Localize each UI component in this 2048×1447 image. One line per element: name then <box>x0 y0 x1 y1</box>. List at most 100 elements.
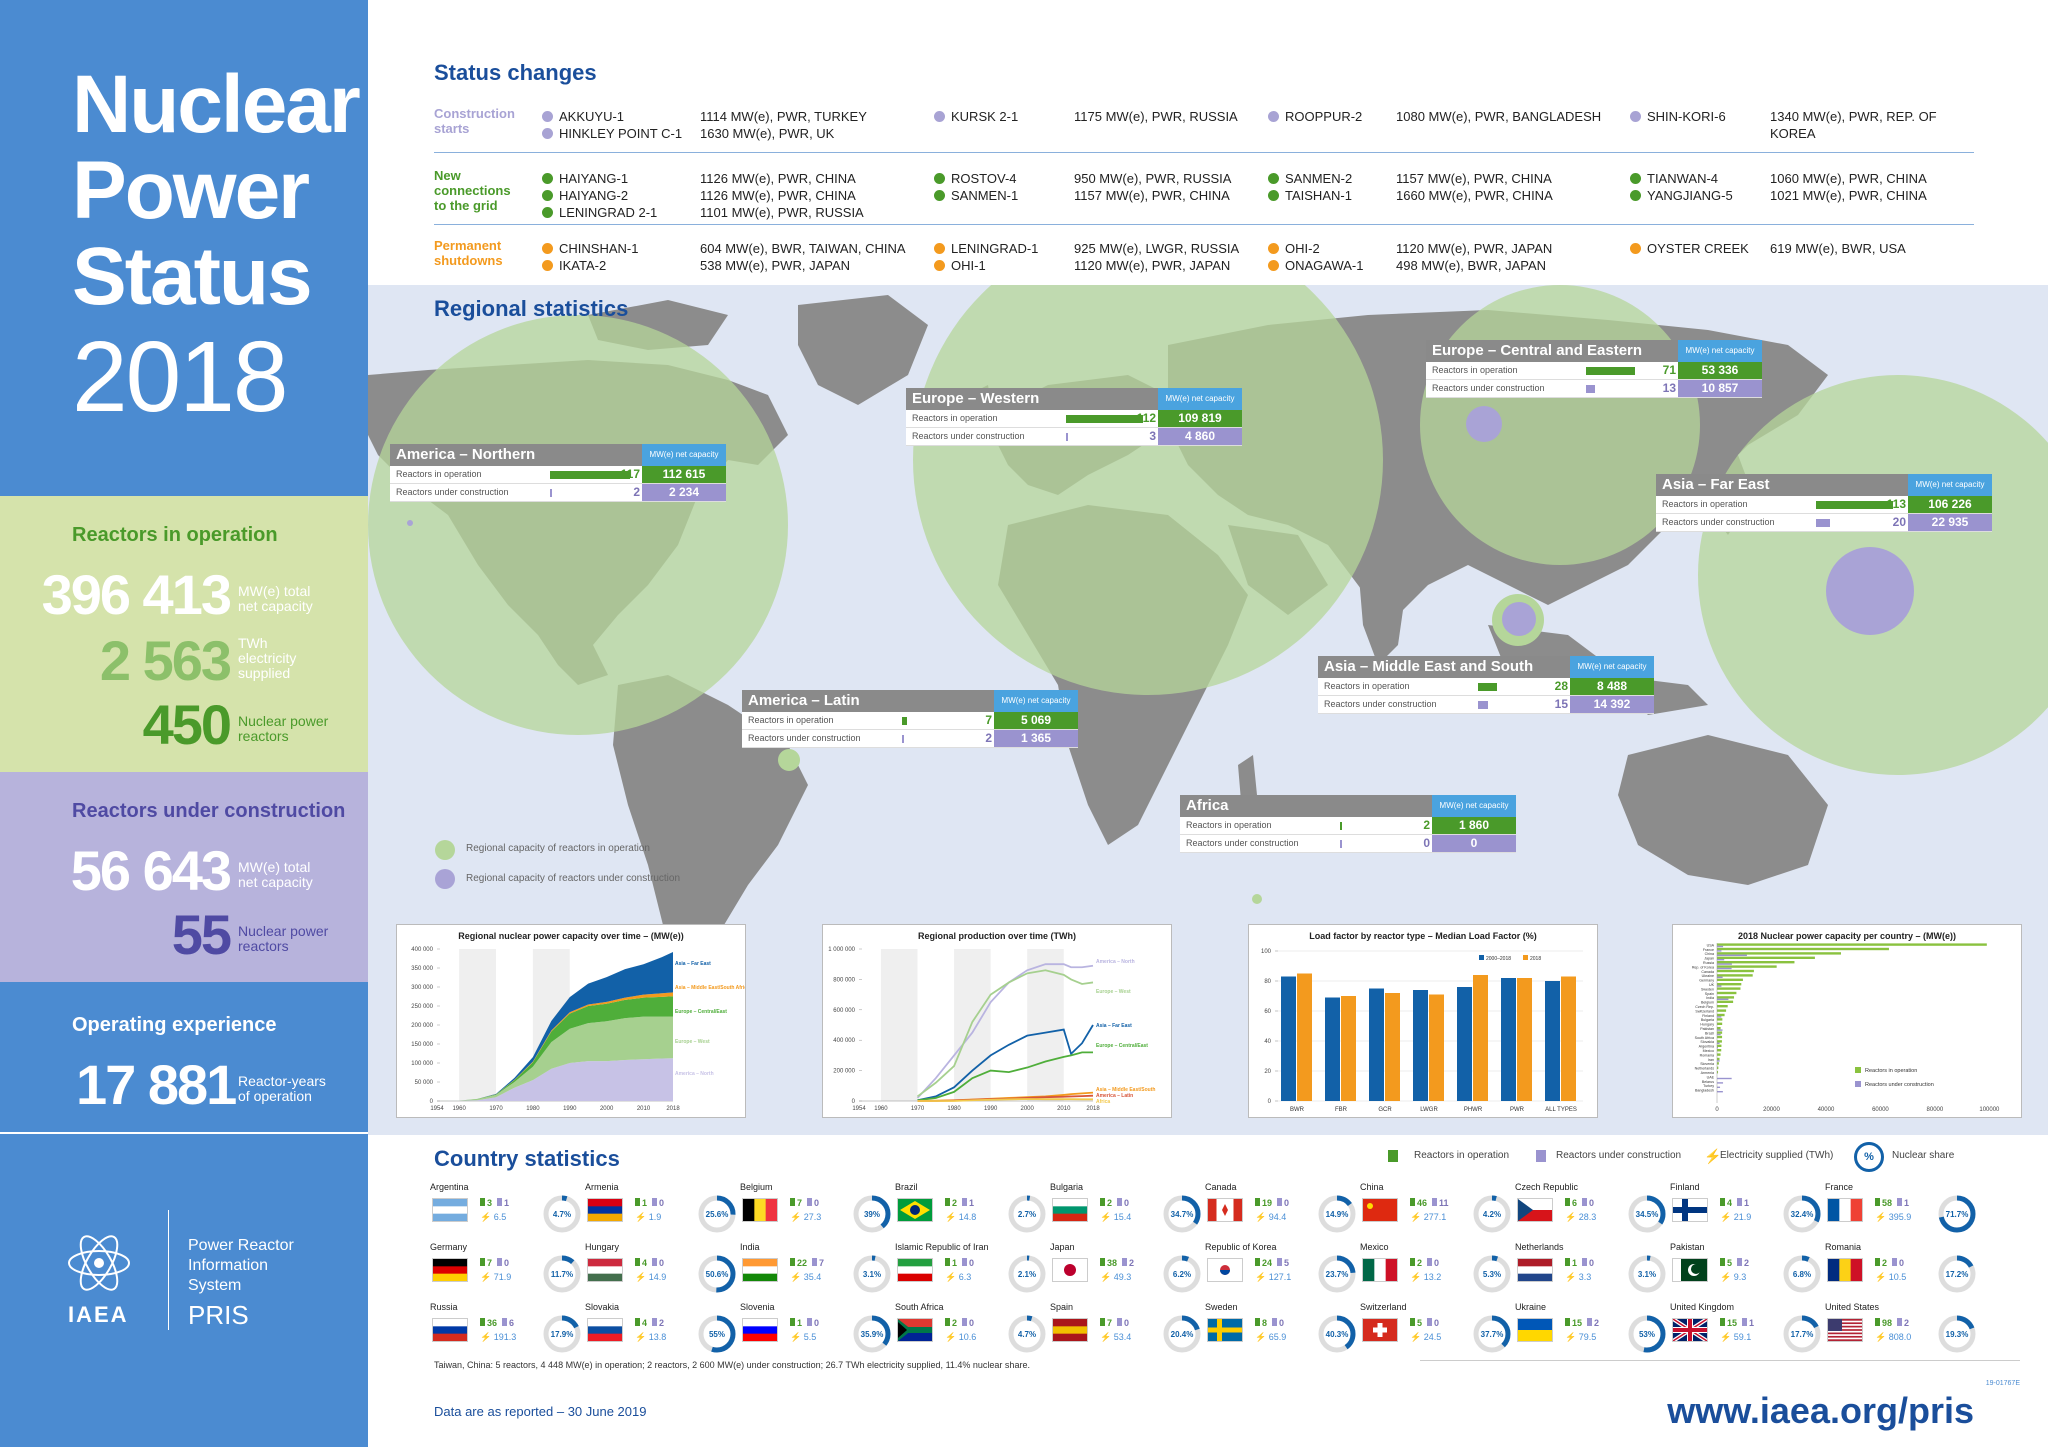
status-item-name: ROSTOV-4 <box>934 170 1017 187</box>
status-item-detail: 1157 MW(e), PWR, CHINA <box>1396 171 1552 186</box>
status-item-name: OHI-1 <box>934 257 986 274</box>
reactors-op: 1 <box>1572 1258 1578 1268</box>
reactor-con-icon <box>1737 1198 1743 1206</box>
region-capacity-op: 109 819 <box>1158 410 1242 427</box>
nuclear-share: 14.9% <box>1326 1210 1349 1219</box>
bar <box>1281 976 1296 1101</box>
region-bar-con <box>902 735 904 743</box>
series-label: America – North <box>1096 959 1135 965</box>
electricity: ⚡ 21.9 <box>1720 1212 1752 1222</box>
reactor-op-icon <box>480 1258 485 1266</box>
bar-con <box>1717 976 1723 978</box>
reactor-op-icon <box>945 1198 950 1206</box>
y-tick-label: 100 <box>1261 949 1272 955</box>
region-row-con: Reactors under construction 0 0 <box>1180 835 1516 853</box>
reactor-con-icon <box>1277 1198 1283 1206</box>
left-column: Nuclear Power Status 2018 Reactors in op… <box>0 0 368 1447</box>
flag-icon <box>1517 1198 1553 1222</box>
lightning-icon: ⚡ <box>635 1332 649 1342</box>
lightning-icon: ⚡ <box>1720 1272 1734 1282</box>
region-capacity-op: 106 226 <box>1908 496 1992 513</box>
bar-op <box>1717 974 1753 977</box>
nuclear-share: 40.3% <box>1326 1330 1349 1339</box>
nuclear-share: 6.2% <box>1173 1270 1191 1279</box>
nuclear-share: 2.7% <box>1018 1210 1036 1219</box>
status-item-detail: 604 MW(e), BWR, TAIWAN, CHINA <box>700 241 906 256</box>
electricity: ⚡ 24.5 <box>1410 1332 1442 1342</box>
region-capacity-con: 14 392 <box>1570 696 1654 713</box>
footer-url[interactable]: www.iaea.org/pris <box>1667 1390 1974 1431</box>
reactor-counts: 98 2 <box>1875 1318 1909 1328</box>
bar-op <box>1717 965 1777 968</box>
capacity-header: MW(e) net capacity <box>1158 388 1242 410</box>
region-bar-op <box>1816 501 1893 509</box>
country-name: South Africa <box>895 1302 944 1312</box>
nuclear-share: 50.6% <box>706 1270 729 1279</box>
legend-label: Reactors in operation <box>1865 1068 1917 1074</box>
bar-con <box>1717 950 1722 952</box>
logo-divider <box>168 1210 169 1330</box>
reactor-con-icon <box>1737 1258 1743 1266</box>
chart3-title: Load factor by reactor type – Median Loa… <box>1309 931 1537 941</box>
bar <box>1385 993 1400 1101</box>
reactors-con: 0 <box>969 1318 975 1328</box>
flag-icon <box>1827 1318 1863 1342</box>
reactors-op: 8 <box>1262 1318 1268 1328</box>
country-label: Belarus <box>1702 1080 1714 1084</box>
x-tick-label: 1960 <box>452 1106 466 1112</box>
legend-con-swatch <box>435 869 455 889</box>
flag-icon <box>432 1258 468 1282</box>
iaea-logo-text: IAEA <box>68 1302 129 1327</box>
reactor-op-icon <box>1720 1258 1725 1266</box>
x-tick-label: 1980 <box>947 1106 961 1112</box>
region-bar-con <box>1066 433 1068 441</box>
region-row-con: Reactors under construction 13 10 857 <box>1426 380 1762 398</box>
reactors-con: 2 <box>1594 1318 1600 1328</box>
status-item-name: CHINSHAN-1 <box>542 240 638 257</box>
nuclear-share-ring: 4.7% <box>1008 1315 1046 1353</box>
flag-icon <box>1827 1198 1863 1222</box>
nuclear-share: 20.4% <box>1171 1330 1194 1339</box>
chart2-title: Regional production over time (TWh) <box>918 931 1076 941</box>
status-item-detail: 1080 MW(e), PWR, BANGLADESH <box>1396 109 1602 124</box>
bar-op <box>1717 961 1795 964</box>
reactors-con: 0 <box>814 1318 820 1328</box>
reactors-con: 0 <box>1284 1198 1290 1208</box>
reactors-op: 7 <box>1107 1318 1113 1328</box>
y-tick-label: 200 000 <box>411 1023 433 1029</box>
operation-electricity-value: 2 563 <box>99 629 232 692</box>
status-item-name: LENINGRAD-1 <box>934 240 1038 257</box>
reactor-op-icon <box>1875 1198 1880 1206</box>
reactor-op-icon <box>1100 1318 1105 1326</box>
country-label: Russia <box>1703 961 1714 965</box>
status-item-name: AKKUYU-1 <box>542 108 624 125</box>
construction-reactors-unit: Nuclear power reactors <box>238 923 329 954</box>
nuclear-share-ring: 17.7% <box>1783 1315 1821 1353</box>
electricity: ⚡ 71.9 <box>480 1272 512 1282</box>
reactors-op: 19 <box>1262 1198 1273 1208</box>
x-tick-label: 1970 <box>911 1106 925 1112</box>
region-count-con: 2 <box>633 485 640 499</box>
bar-con <box>1717 1016 1722 1018</box>
nuclear-share-ring: 14.9% <box>1318 1195 1356 1233</box>
nuclear-share-ring: 34.5% <box>1628 1195 1666 1233</box>
legend-label: 2018 <box>1530 956 1541 962</box>
reactor-con-icon <box>652 1258 658 1266</box>
flag-icon <box>1827 1258 1863 1282</box>
capacity-header: MW(e) net capacity <box>1570 656 1654 678</box>
region-bar-op <box>902 717 907 725</box>
legend-swatch <box>1523 955 1528 960</box>
status-item-name: SANMEN-2 <box>1268 170 1352 187</box>
region-capacity-con: 10 857 <box>1678 380 1762 397</box>
flag-icon <box>1672 1318 1708 1342</box>
country-card: Switzerland 5 0 ⚡ 24.5 37.7% <box>1360 1302 1511 1362</box>
bar <box>1545 981 1560 1101</box>
reactors-con: 1 <box>504 1198 510 1208</box>
region-count-con: 15 <box>1554 697 1568 711</box>
status-dot <box>934 111 945 122</box>
bar-con <box>1717 1033 1721 1036</box>
reactor-op-icon <box>1565 1258 1570 1266</box>
status-dot <box>542 128 553 139</box>
